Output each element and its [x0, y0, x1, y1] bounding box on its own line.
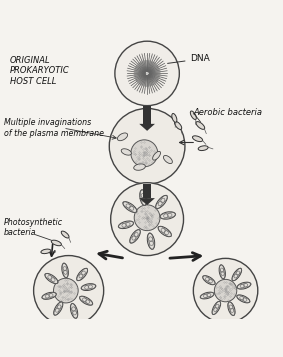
Circle shape — [109, 109, 185, 184]
Ellipse shape — [81, 284, 96, 291]
Ellipse shape — [237, 282, 251, 289]
Ellipse shape — [228, 302, 235, 316]
Ellipse shape — [62, 263, 68, 278]
Ellipse shape — [45, 273, 58, 283]
Ellipse shape — [175, 121, 182, 130]
Ellipse shape — [160, 212, 175, 219]
Ellipse shape — [203, 276, 215, 285]
Ellipse shape — [117, 133, 128, 141]
Ellipse shape — [212, 301, 221, 315]
Ellipse shape — [51, 240, 61, 246]
Polygon shape — [143, 184, 151, 198]
Polygon shape — [139, 124, 155, 131]
Ellipse shape — [196, 122, 205, 129]
Ellipse shape — [156, 195, 167, 208]
Text: Aerobic bacteria: Aerobic bacteria — [193, 108, 262, 117]
Ellipse shape — [158, 226, 171, 237]
Ellipse shape — [134, 164, 145, 170]
Polygon shape — [139, 198, 155, 205]
Circle shape — [193, 258, 258, 323]
Ellipse shape — [232, 268, 242, 281]
Text: Multiple invaginations
of the plasma membrane: Multiple invaginations of the plasma mem… — [4, 119, 104, 138]
Circle shape — [134, 205, 160, 231]
Ellipse shape — [61, 231, 69, 238]
Circle shape — [131, 140, 158, 167]
Text: ORIGINAL
PROKARYOTIC
HOST CELL: ORIGINAL PROKARYOTIC HOST CELL — [10, 56, 70, 86]
Ellipse shape — [42, 292, 56, 299]
Ellipse shape — [54, 302, 63, 315]
Ellipse shape — [192, 136, 203, 142]
Circle shape — [53, 278, 78, 303]
Circle shape — [214, 280, 237, 302]
Ellipse shape — [140, 190, 147, 205]
Ellipse shape — [164, 156, 172, 164]
Ellipse shape — [119, 221, 134, 228]
Ellipse shape — [80, 296, 93, 305]
Ellipse shape — [123, 202, 137, 212]
Ellipse shape — [198, 146, 208, 151]
Ellipse shape — [172, 114, 177, 122]
Text: DNA: DNA — [168, 54, 210, 64]
Ellipse shape — [153, 151, 160, 160]
Circle shape — [115, 41, 179, 106]
Circle shape — [34, 256, 104, 326]
Text: Photosynthetic
bacteria: Photosynthetic bacteria — [4, 218, 63, 237]
Ellipse shape — [70, 303, 78, 318]
Ellipse shape — [237, 295, 250, 303]
Ellipse shape — [130, 230, 140, 243]
Ellipse shape — [41, 249, 51, 253]
Ellipse shape — [190, 111, 196, 120]
Ellipse shape — [77, 268, 88, 281]
Ellipse shape — [200, 292, 214, 299]
Ellipse shape — [219, 265, 225, 279]
Polygon shape — [143, 106, 151, 124]
Circle shape — [111, 183, 184, 256]
Ellipse shape — [121, 149, 131, 155]
Ellipse shape — [147, 233, 155, 249]
